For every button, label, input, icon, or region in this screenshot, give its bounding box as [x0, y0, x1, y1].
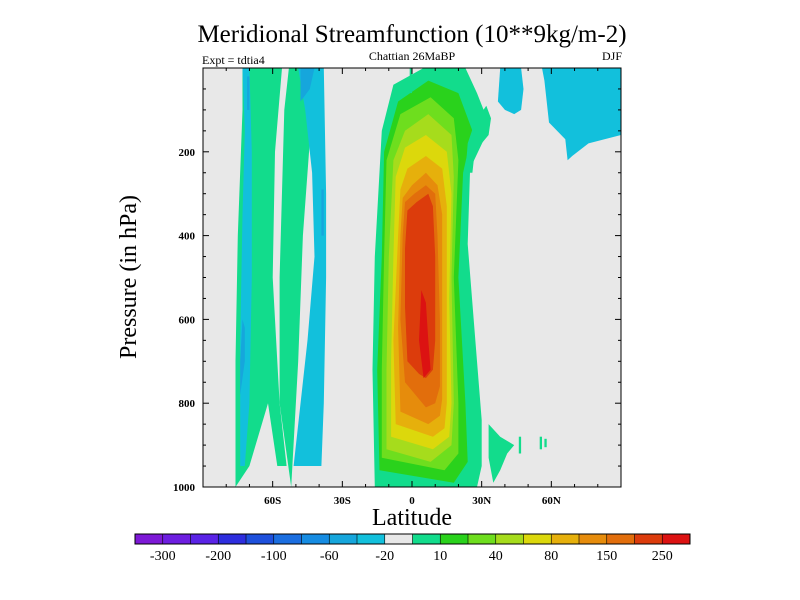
contour-sh-mid-core-b: [321, 189, 324, 236]
colorbar-label: -300: [150, 549, 176, 564]
colorbar-label: 80: [544, 549, 558, 564]
colorbar-swatch: [357, 534, 385, 544]
colorbar-swatch: [551, 534, 579, 544]
contour-nh-teal-right: [542, 68, 621, 161]
x-tick-label: 30S: [334, 495, 351, 507]
colorbar-swatch: [606, 534, 635, 544]
colorbar-swatch: [190, 534, 219, 544]
contour-sh-band-top: [247, 76, 250, 110]
colorbar-swatch: [412, 534, 441, 544]
colorbar: [134, 533, 691, 545]
colorbar-swatch: [384, 534, 413, 544]
colorbar-swatch: [440, 534, 468, 544]
contour-nh-streak: [409, 68, 412, 94]
colorbar-frame: [134, 533, 691, 545]
y-tick-label: 1000: [173, 482, 196, 494]
colorbar-swatch: [246, 534, 274, 544]
y-tick-label: 600: [179, 314, 196, 326]
colorbar-label: -100: [261, 549, 287, 564]
plot-area: 200 400 600 800 1000 60S 30S 0 30N 60N: [173, 67, 622, 507]
colorbar-swatch: [273, 534, 302, 544]
contour-nh-spot-c: [539, 436, 542, 450]
x-tick-label: 0: [409, 495, 415, 507]
contour-sh-band-core: [240, 319, 245, 395]
contour-regions: [235, 68, 621, 487]
contour-nh-upper-lobe: [465, 105, 491, 173]
colorbar-swatch: [301, 534, 330, 544]
subtitle-center: Chattian 26MaBP: [369, 49, 456, 63]
x-tick-label: 30N: [472, 495, 491, 507]
contour-nh-spot-b: [518, 436, 522, 454]
colorbar-label: 10: [433, 549, 447, 564]
subtitle-right: DJF: [602, 49, 622, 63]
colorbar-swatch: [634, 534, 663, 544]
colorbar-label: 150: [596, 549, 617, 564]
colorbar-swatch: [329, 534, 357, 544]
y-tick-label: 400: [179, 231, 196, 243]
colorbar-label: -20: [375, 549, 394, 564]
colorbar-swatch: [495, 534, 524, 544]
contour-sh-mid-core-a: [300, 68, 315, 102]
colorbar-swatch: [218, 534, 246, 544]
y-axis-ticks: 200 400 600 800 1000: [173, 88, 621, 494]
contour-nh-spot-a: [488, 424, 515, 483]
y-axis-label: Pressure (in hPa): [116, 195, 142, 359]
contour-nh-spot-d: [544, 438, 547, 448]
colorbar-swatch: [579, 534, 607, 544]
colorbar-swatch: [135, 534, 163, 544]
colorbar-label: 250: [652, 549, 673, 564]
colorbar-swatch: [162, 534, 191, 544]
x-tick-label: 60S: [264, 495, 281, 507]
contour-sh-mid-inner: [293, 68, 327, 466]
x-tick-label: 60N: [542, 495, 561, 507]
subtitle-left: Expt = tdtia4: [202, 53, 265, 67]
contour-nh-teal-left: [497, 68, 524, 115]
y-tick-label: 200: [179, 147, 196, 159]
colorbar-swatch: [468, 534, 496, 544]
contour-blob-750: [405, 193, 436, 379]
colorbar-swatch: [662, 534, 690, 544]
x-axis-label: Latitude: [372, 505, 452, 531]
contour-blob-core: [419, 290, 431, 379]
colorbar-label: 40: [489, 549, 503, 564]
colorbar-label: -200: [205, 549, 231, 564]
y-tick-label: 800: [179, 398, 196, 410]
contour-sh-mid-outer: [279, 68, 317, 487]
colorbar-labels: -300 -200 -100 -60 -20 10 40 80 150 250: [150, 549, 673, 564]
colorbar-swatch: [523, 534, 552, 544]
chart-title: Meridional Streamfunction (10**9kg/m-2): [197, 21, 626, 48]
colorbar-label: -60: [320, 549, 339, 564]
x-axis-ticks: 60S 30S 0 30N 60N: [202, 68, 622, 507]
